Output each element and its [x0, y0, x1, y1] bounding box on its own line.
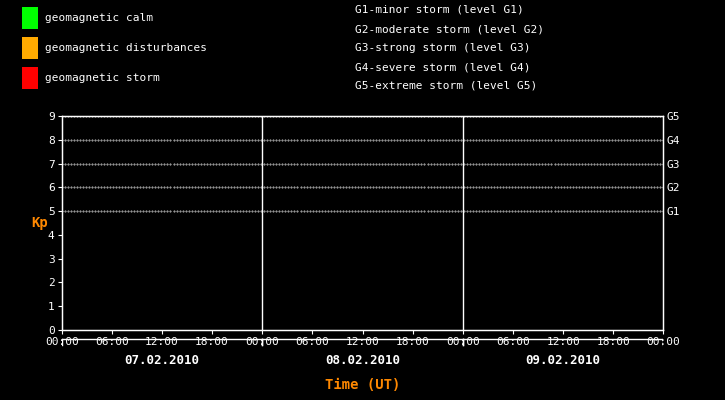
Text: 07.02.2010: 07.02.2010	[125, 354, 199, 366]
Bar	[22, 67, 38, 89]
Text: geomagnetic storm: geomagnetic storm	[45, 73, 160, 83]
Text: geomagnetic disturbances: geomagnetic disturbances	[45, 43, 207, 53]
Text: G5-extreme storm (level G5): G5-extreme storm (level G5)	[355, 81, 537, 91]
Y-axis label: Kp: Kp	[31, 216, 48, 230]
Text: 09.02.2010: 09.02.2010	[526, 354, 600, 366]
Bar	[22, 37, 38, 59]
Text: G2-moderate storm (level G2): G2-moderate storm (level G2)	[355, 24, 544, 34]
Bar	[22, 7, 38, 29]
Text: G4-severe storm (level G4): G4-severe storm (level G4)	[355, 62, 531, 72]
Text: G1-minor storm (level G1): G1-minor storm (level G1)	[355, 5, 524, 15]
Text: geomagnetic calm: geomagnetic calm	[45, 13, 153, 23]
Text: Time (UT): Time (UT)	[325, 378, 400, 392]
Text: G3-strong storm (level G3): G3-strong storm (level G3)	[355, 43, 531, 53]
Text: 08.02.2010: 08.02.2010	[325, 354, 400, 366]
